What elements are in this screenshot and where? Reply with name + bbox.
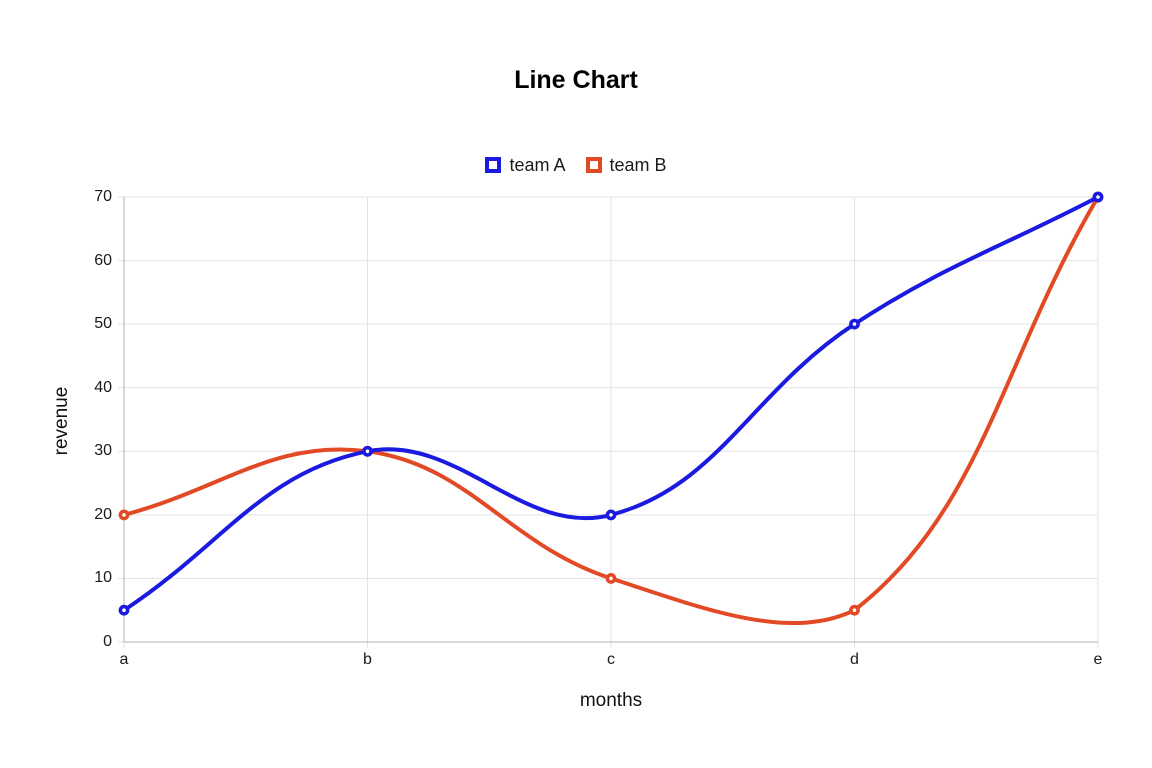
y-tick-label: 10 (94, 569, 112, 587)
y-tick-label: 30 (94, 442, 112, 460)
x-tick-label: b (363, 651, 372, 668)
y-tick-label: 70 (94, 188, 112, 205)
legend-item-team-b[interactable]: team B (585, 154, 667, 176)
series-team-a (118, 191, 1104, 616)
chart-title: Line Chart (514, 66, 638, 94)
data-point-marker (605, 509, 617, 521)
data-point-marker (849, 318, 860, 330)
y-tick-label: 0 (103, 633, 112, 650)
x-tick-label: e (1093, 651, 1103, 668)
x-tick-label: a (119, 651, 129, 668)
x-tick-label: d (850, 651, 859, 668)
x-axis-title: months (579, 690, 643, 711)
y-tick-label: 40 (94, 378, 112, 396)
data-point-marker (605, 573, 617, 584)
series-line (122, 195, 1100, 626)
data-point-marker (849, 604, 860, 616)
data-point-marker (362, 445, 373, 457)
y-tick-label: 60 (94, 251, 112, 269)
legend-swatch-icon (585, 157, 602, 173)
data-point-marker (118, 509, 130, 521)
x-tick-label: c (607, 651, 615, 668)
legend-label: team B (609, 155, 667, 175)
legend-item-team-a[interactable]: team A (485, 154, 566, 176)
chart-legend: team A team B (0, 153, 1152, 177)
data-point-marker (118, 604, 130, 616)
y-tick-label: 50 (94, 315, 112, 333)
legend-swatch-icon (485, 157, 502, 173)
legend-label: team A (509, 155, 566, 175)
data-point-marker (1092, 191, 1104, 203)
y-tick-label: 20 (94, 505, 112, 523)
